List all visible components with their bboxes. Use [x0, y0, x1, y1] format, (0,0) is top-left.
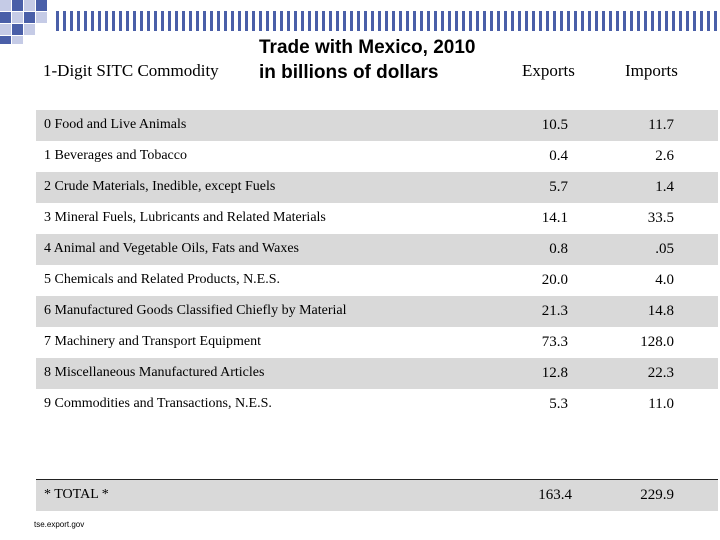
table-row: 8 Miscellaneous Manufactured Articles 12… — [36, 358, 718, 389]
row-label: 7 Machinery and Transport Equipment — [44, 334, 261, 349]
table-row: 3 Mineral Fuels, Lubricants and Related … — [36, 203, 718, 234]
commodity-header: 1-Digit SITC Commodity — [43, 61, 219, 80]
top-decorative-bar — [56, 11, 720, 31]
table-row: 2 Crude Materials, Inedible, except Fuel… — [36, 172, 718, 203]
row-imports: 2.6 — [655, 148, 674, 164]
total-label: * TOTAL * — [44, 487, 109, 502]
total-row: * TOTAL * 163.4 229.9 — [36, 479, 718, 511]
row-label: 0 Food and Live Animals — [44, 117, 187, 132]
row-exports: 20.0 — [541, 272, 568, 288]
row-label: 5 Chemicals and Related Products, N.E.S. — [44, 272, 281, 287]
imports-header: Imports — [625, 61, 678, 80]
row-label: 6 Manufactured Goods Classified Chiefly … — [44, 303, 347, 318]
total-exports: 163.4 — [538, 487, 572, 503]
row-imports: 1.4 — [655, 179, 674, 195]
row-imports: 4.0 — [655, 272, 674, 288]
table-row: 1 Beverages and Tobacco 0.4 2.6 — [36, 141, 718, 172]
row-exports: 14.1 — [541, 210, 568, 226]
row-exports: 5.3 — [549, 396, 568, 412]
row-exports: 12.8 — [541, 365, 568, 381]
row-label: 4 Animal and Vegetable Oils, Fats and Wa… — [44, 241, 299, 256]
row-exports: 73.3 — [541, 334, 568, 350]
row-label: 9 Commodities and Transactions, N.E.S. — [44, 396, 272, 411]
corner-decoration — [0, 0, 60, 45]
commodity-table: 0 Food and Live Animals 10.5 11.7 1 Beve… — [36, 110, 718, 420]
row-label: 8 Miscellaneous Manufactured Articles — [44, 365, 265, 380]
table-row: 0 Food and Live Animals 10.5 11.7 — [36, 110, 718, 141]
row-exports: 0.4 — [549, 148, 568, 164]
row-label: 2 Crude Materials, Inedible, except Fuel… — [44, 179, 276, 194]
row-imports: 22.3 — [647, 365, 674, 381]
table-row: 9 Commodities and Transactions, N.E.S. 5… — [36, 389, 718, 420]
row-exports: 21.3 — [541, 303, 568, 319]
table-row: 6 Manufactured Goods Classified Chiefly … — [36, 296, 718, 327]
row-imports: 11.0 — [648, 396, 674, 412]
table-row: 7 Machinery and Transport Equipment 73.3… — [36, 327, 718, 358]
row-exports: 0.8 — [549, 241, 568, 257]
row-label: 1 Beverages and Tobacco — [44, 148, 187, 163]
row-imports: 128.0 — [640, 334, 674, 350]
row-imports: 14.8 — [647, 303, 674, 319]
row-exports: 10.5 — [541, 117, 568, 133]
slide-title: Trade with Mexico, 2010 in billions of d… — [259, 35, 475, 85]
table-row: 5 Chemicals and Related Products, N.E.S.… — [36, 265, 718, 296]
row-label: 3 Mineral Fuels, Lubricants and Related … — [44, 210, 326, 225]
row-imports: 33.5 — [647, 210, 674, 226]
title-line-2: in billions of dollars — [259, 62, 439, 83]
total-imports: 229.9 — [640, 487, 674, 503]
table-row: 4 Animal and Vegetable Oils, Fats and Wa… — [36, 234, 718, 265]
row-imports: 11.7 — [648, 117, 674, 133]
title-line-1: Trade with Mexico, 2010 — [259, 37, 476, 58]
row-imports: .05 — [655, 241, 674, 257]
exports-header: Exports — [522, 61, 575, 80]
row-exports: 5.7 — [549, 179, 568, 195]
source-note: tse.export.gov — [34, 520, 85, 529]
